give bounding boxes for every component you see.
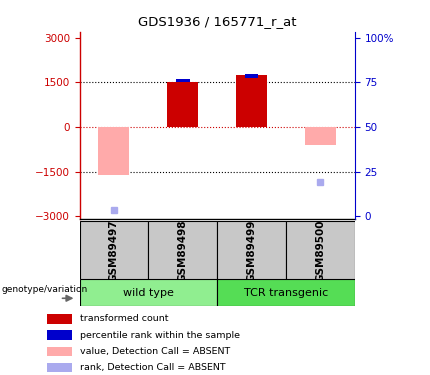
Text: rank, Detection Call = ABSENT: rank, Detection Call = ABSENT [80, 363, 225, 372]
Bar [80, 221, 148, 279]
Text: TCR transgenic: TCR transgenic [244, 288, 328, 297]
Text: genotype/variation: genotype/variation [2, 285, 88, 294]
Title: GDS1936 / 165771_r_at: GDS1936 / 165771_r_at [138, 15, 296, 28]
Text: wild type: wild type [123, 288, 174, 297]
Bar [236, 75, 267, 127]
Bar [305, 127, 336, 145]
Bar [47, 363, 72, 372]
Text: GSM89498: GSM89498 [178, 219, 188, 282]
Bar [176, 79, 190, 82]
Text: percentile rank within the sample: percentile rank within the sample [80, 331, 240, 340]
Text: value, Detection Call = ABSENT: value, Detection Call = ABSENT [80, 347, 230, 356]
Bar [167, 82, 198, 127]
Bar [245, 74, 258, 78]
Bar [286, 221, 355, 279]
Text: GSM89500: GSM89500 [315, 219, 326, 282]
Text: transformed count: transformed count [80, 315, 168, 324]
Bar [98, 127, 129, 175]
Text: GSM89497: GSM89497 [109, 219, 119, 282]
Bar [148, 221, 217, 279]
Bar [217, 221, 286, 279]
Bar [47, 330, 72, 340]
Text: GSM89499: GSM89499 [246, 219, 257, 282]
Bar [80, 279, 217, 306]
Bar [217, 279, 355, 306]
Bar [47, 314, 72, 324]
Bar [47, 346, 72, 356]
